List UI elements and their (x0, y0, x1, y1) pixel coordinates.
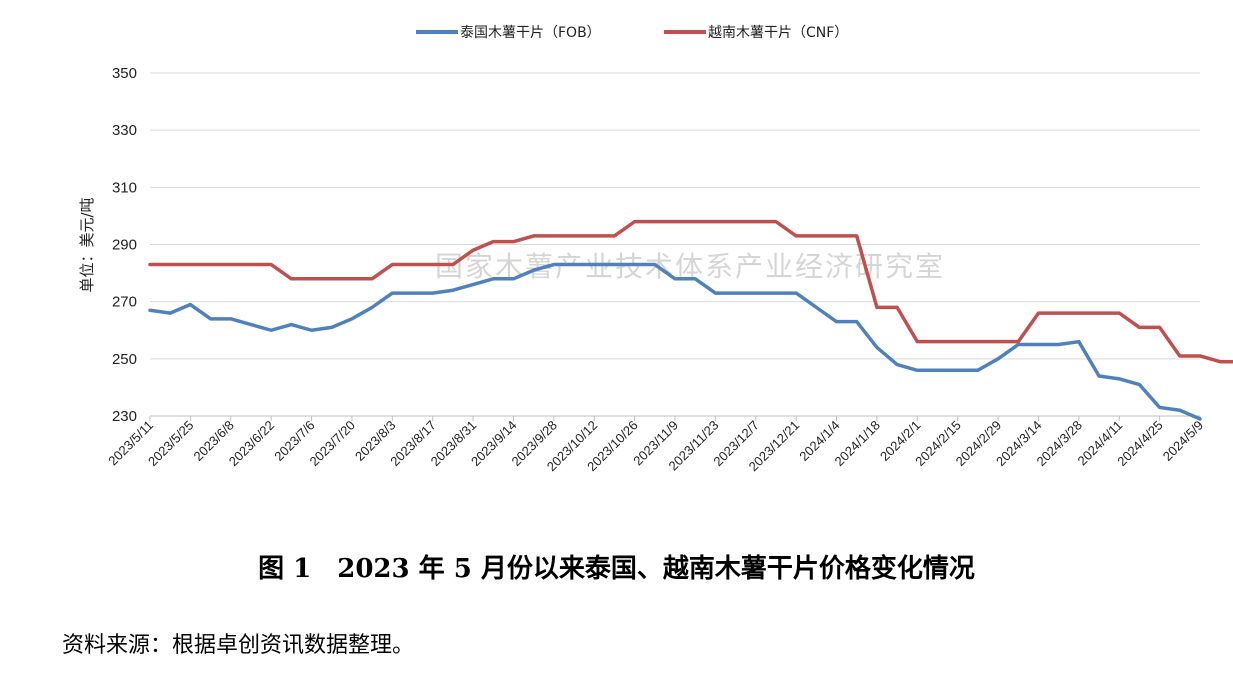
y-tick-label: 250 (112, 351, 137, 368)
series-line-thai (148, 262, 1202, 421)
x-axis-ticks: 2023/5/112023/5/252023/6/82023/6/222023/… (105, 416, 1206, 474)
legend-label-thai: 泰国木薯干片（FOB） (460, 25, 601, 41)
legend: 泰国木薯干片（FOB） 越南木薯干片（CNF） (416, 25, 848, 41)
y-tick-label: 350 (112, 65, 137, 82)
line-chart: 230 250 270 290 310 330 350 2023/5/112023/5/25… (78, 25, 1233, 474)
y-tick-label: 270 (112, 294, 137, 311)
y-tick-label: 330 (112, 122, 137, 139)
x-tick-label: 2024/5/9 (1160, 418, 1206, 464)
series-group (148, 219, 1233, 421)
y-axis-label: 单位：美元/吨 (78, 197, 96, 292)
figure-caption: 图 1 2023 年 5 月份以来泰国、越南木薯干片价格变化情况 (258, 554, 975, 584)
legend-label-vietnam: 越南木薯干片（CNF） (708, 25, 848, 41)
data-source-note: 资料来源：根据卓创资讯数据整理。 (62, 633, 415, 658)
y-tick-label: 230 (112, 408, 137, 425)
y-tick-label: 290 (112, 237, 137, 254)
grid-lines (150, 72, 1200, 417)
y-axis-ticks: 230 250 270 290 310 330 350 (112, 65, 137, 425)
series-line-vietnam (148, 219, 1233, 364)
y-tick-label: 310 (112, 179, 137, 196)
